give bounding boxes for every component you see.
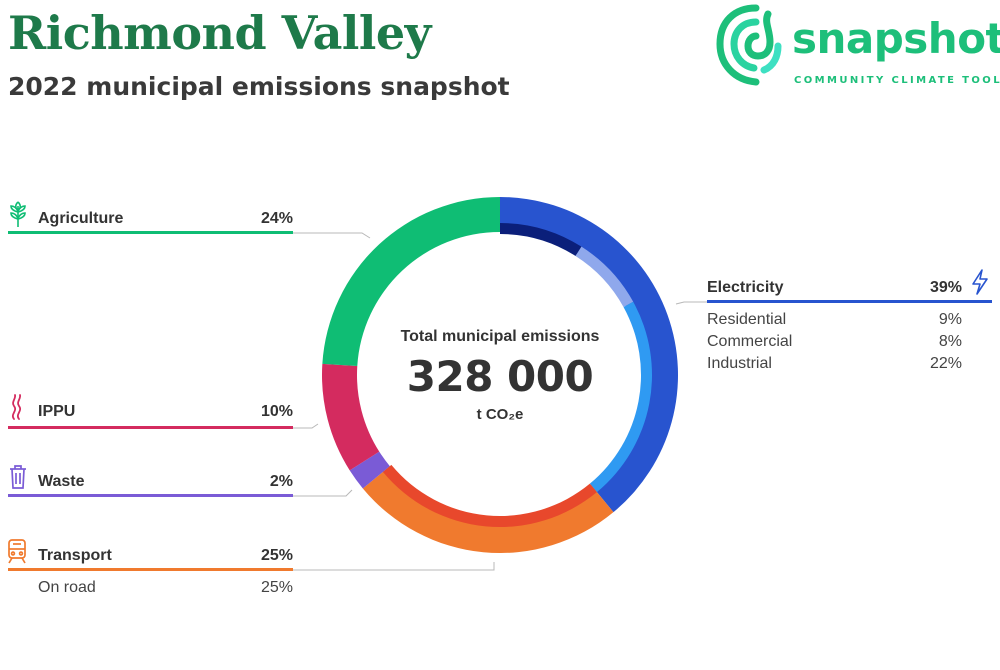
legend-transport: Transport 25% [38,547,293,567]
legend-electricity: Electricity 39% [707,279,962,299]
sub-pct: 9% [938,311,962,328]
donut-slice-agriculture [322,197,500,367]
legend-ippu-underline [8,426,293,429]
legend-electricity-sub-commercial: Commercial 8% [707,333,962,353]
chart-center-label: Total municipal emissions [400,328,600,345]
donut-subslice-industrial [589,301,652,493]
legend-electricity-underline [707,300,992,303]
connector-waste [293,489,353,497]
donut-slice-waste [349,451,390,489]
donut-slice-ippu [322,363,380,471]
smoke-icon [8,393,26,426]
legend-waste-label: Waste [38,473,85,490]
legend-agriculture-pct: 24% [260,210,293,227]
chart-center-value: 328 000 [406,352,594,401]
legend-transport-pct: 25% [260,547,293,564]
train-icon [6,538,28,569]
sub-label: Commercial [707,333,793,350]
snapshot-logo: snapshot COMMUNITY CLIMATE TOOL [712,0,1000,95]
logo-tagline: COMMUNITY CLIMATE TOOL [794,75,1000,86]
page-title: Richmond Valley [8,6,431,60]
connector-electricity [675,301,707,305]
legend-electricity-label: Electricity [707,279,784,296]
legend-electricity-pct: 39% [929,279,962,296]
logo-wordmark: snapshot [792,14,1000,63]
chart-center-unit: t CO₂e [476,406,524,423]
legend-transport-sub-onroad: On road 25% [38,579,293,599]
legend-agriculture-label: Agriculture [38,210,124,227]
donut-subslice-commercial [575,246,634,308]
fingerprint-logo-icon [716,4,782,86]
donut-subslice-on-road [382,464,597,527]
legend-agriculture-underline [8,231,293,234]
sub-pct: 25% [260,579,293,596]
legend-waste-pct: 2% [269,473,293,490]
legend-ippu-label: IPPU [38,403,76,420]
sub-label: Industrial [707,355,772,372]
legend-waste-underline [8,494,293,497]
legend-electricity-sub-industrial: Industrial 22% [707,355,962,375]
legend-transport-label: Transport [38,547,112,564]
trash-bin-icon [8,464,28,495]
connector-transport [293,562,495,571]
legend-transport-underline [8,568,293,571]
connector-agriculture [293,232,371,239]
page-subtitle: 2022 municipal emissions snapshot [8,72,510,101]
connector-ippu [293,423,319,429]
legend-electricity-sub-residential: Residential 9% [707,311,962,331]
sub-pct: 8% [938,333,962,350]
legend-ippu-pct: 10% [260,403,293,420]
sub-pct: 22% [929,355,962,372]
legend-agriculture: Agriculture 24% [38,210,293,230]
lightning-bolt-icon [970,268,990,301]
wheat-icon [8,200,28,233]
donut-subslice-residential [500,223,582,256]
donut-slice-transport [362,466,614,553]
legend-ippu: IPPU 10% [38,403,293,423]
sub-label: On road [38,579,96,596]
sub-label: Residential [707,311,787,328]
legend-waste: Waste 2% [38,473,293,493]
